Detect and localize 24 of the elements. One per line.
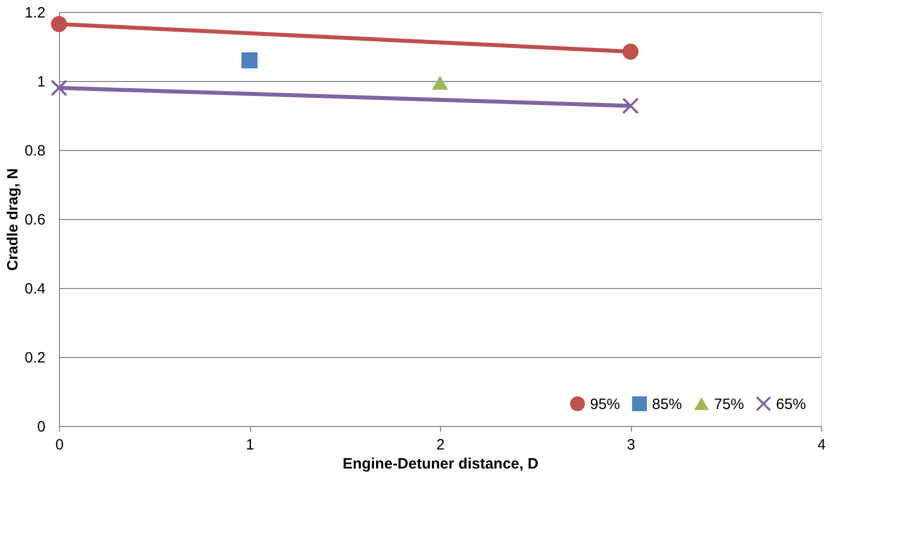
y-tick-label: 1.2	[24, 4, 46, 22]
legend-label: 65%	[776, 396, 806, 413]
x-tick-label: 3	[626, 436, 636, 454]
y-axis-title: Cradle drag, N	[4, 168, 22, 271]
y-tick-label: 0.2	[24, 350, 46, 366]
point	[432, 76, 448, 90]
point	[241, 52, 258, 68]
y-tick-label: 0.4	[24, 280, 46, 298]
legend-label: 75%	[714, 396, 744, 413]
legend-label: 85%	[652, 396, 682, 413]
x-tick-label: 1	[246, 436, 254, 454]
y-tick-label: 0	[37, 418, 46, 436]
x-tick-label: 4	[817, 436, 826, 454]
point	[50, 16, 68, 32]
point	[622, 44, 639, 60]
y-tick-label: 1	[37, 74, 46, 90]
point	[622, 98, 639, 114]
point	[50, 80, 68, 96]
y-tick-label: 0.8	[24, 142, 46, 160]
x-tick-label: 2	[436, 436, 445, 454]
x-axis-title: Engine-Detuner distance, D	[342, 456, 539, 472]
y-tick-label: 0.6	[24, 212, 46, 228]
legend-label: 95%	[590, 396, 620, 413]
x-tick-label: 0	[55, 436, 64, 454]
